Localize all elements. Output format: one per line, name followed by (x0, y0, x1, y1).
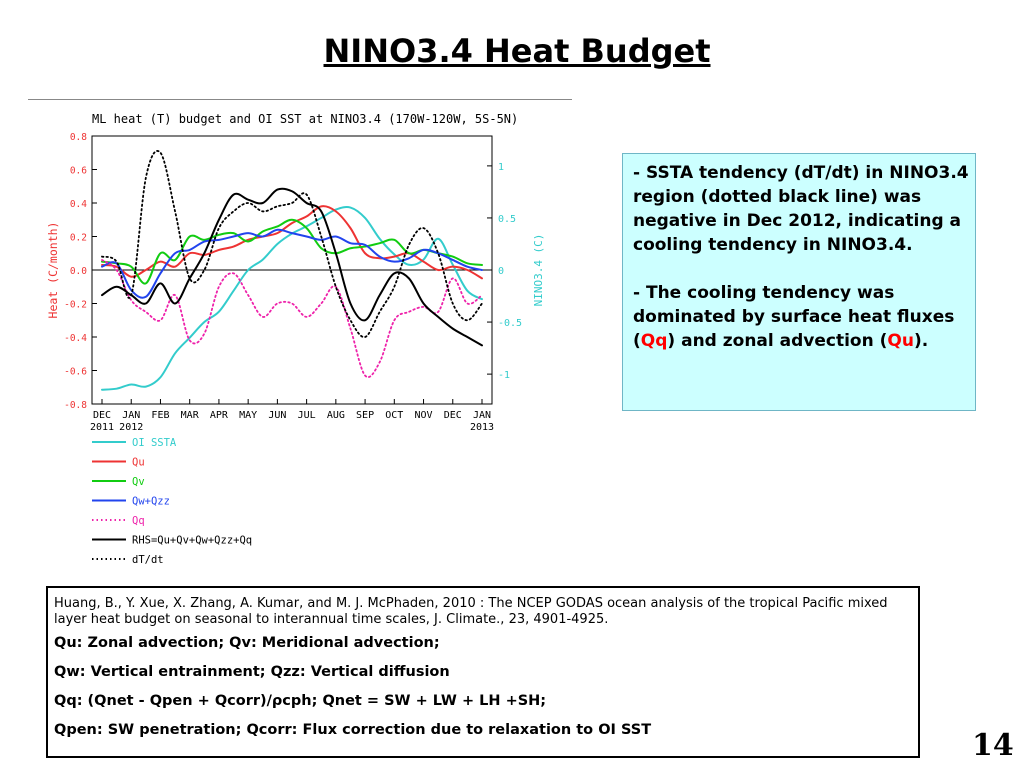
note-bullet-2-post: ). (913, 331, 929, 351)
definition-line: Qu: Zonal advection; Qv: Meridional adve… (54, 635, 440, 651)
chart-title: ML heat (T) budget and OI SST at NINO3.4… (92, 112, 518, 126)
note-bullet-2: - The cooling tendency was dominated by … (633, 281, 969, 353)
x-tick-label: MAY (239, 410, 257, 421)
x-tick-label: DEC (93, 410, 111, 421)
x-tick-label: JAN (122, 410, 140, 421)
legend-label: dT/dt (132, 554, 164, 566)
note-bullet-1: - SSTA tendency (dT/dt) in NINO3.4 regio… (633, 161, 969, 257)
x-tick-label: JUN (268, 410, 286, 421)
legend-label: Qu (132, 457, 145, 469)
reference-citation: Huang, B., Y. Xue, X. Zhang, A. Kumar, a… (54, 596, 888, 627)
x-tick-label: DEC (444, 410, 462, 421)
y-tick-label: 0.4 (70, 199, 87, 210)
y-tick-label: -0.2 (64, 300, 87, 311)
series-line-oi-ssta (101, 206, 483, 391)
definition-line: Qw: Vertical entrainment; Qzz: Vertical … (54, 664, 450, 680)
series-line-rhs (101, 187, 483, 347)
x-tick-label: FEB (151, 410, 169, 421)
legend-label: OI SSTA (132, 437, 177, 449)
y2-tick-label: 1 (498, 162, 504, 173)
legend-label: Qw+Qzz (132, 496, 170, 508)
y-tick-label: 0.0 (70, 266, 87, 277)
x-tick-year-label: 2013 (470, 422, 494, 433)
title-rule (28, 99, 572, 100)
note-bullet-2-mid: ) and zonal advection ( (667, 331, 888, 351)
page-number: 14 (972, 728, 1014, 763)
y-tick-label: -0.6 (64, 367, 87, 378)
definition-line: Qq: (Qnet - Qpen + Qcorr)/ρcph; Qnet = S… (54, 693, 547, 709)
y2-tick-label: 0.5 (498, 214, 516, 225)
x-tick-label: JAN (473, 410, 491, 421)
definition-line: Qpen: SW penetration; Qcorr: Flux correc… (54, 722, 652, 738)
reference-box: Huang, B., Y. Xue, X. Zhang, A. Kumar, a… (46, 586, 920, 758)
series-line-qq (101, 259, 483, 378)
legend-label: Qq (132, 515, 145, 527)
note-bullet-1-text: SSTA tendency (dT/dt) in NINO3.4 region … (633, 163, 969, 255)
x-tick-year-label: 2011 (90, 422, 114, 433)
notes-box: - SSTA tendency (dT/dt) in NINO3.4 regio… (622, 153, 976, 411)
y-tick-label: -0.8 (64, 400, 87, 411)
x-tick-label: AUG (327, 410, 345, 421)
x-tick-label: OCT (385, 410, 403, 421)
x-tick-label: NOV (415, 410, 433, 421)
y-tick-label: 0.6 (70, 166, 87, 177)
x-tick-label: SEP (356, 410, 374, 421)
series-line-qu (101, 205, 483, 280)
y-tick-label: -0.4 (64, 333, 87, 344)
series-line-qwqzz (101, 228, 483, 299)
y2-tick-label: -0.5 (498, 318, 522, 329)
highlight-qu: Qu (887, 331, 914, 351)
x-tick-year-label: 2012 (119, 422, 143, 433)
y2-axis-label: NINO3.4 (C) (532, 234, 545, 307)
y-tick-label: 0.2 (70, 233, 87, 244)
y-tick-label: 0.8 (70, 132, 87, 143)
y2-tick-label: 0 (498, 266, 504, 277)
series-line-dtdt (101, 150, 483, 338)
bullet-dash: - (633, 283, 646, 303)
note-bullet-2-pre: The cooling tendency was dominated by su… (633, 283, 955, 351)
legend-label: Qv (132, 476, 145, 488)
legend-label: RHS=Qu+Qv+Qw+Qzz+Qq (132, 535, 252, 547)
x-tick-label: JUL (298, 410, 316, 421)
bullet-dash: - (633, 163, 646, 183)
x-tick-label: MAR (181, 410, 200, 421)
x-tick-label: APR (210, 410, 229, 421)
y2-tick-label: -1 (498, 370, 510, 381)
heat-budget-chart: ML heat (T) budget and OI SST at NINO3.4… (46, 112, 545, 566)
highlight-qq: Qq (640, 331, 668, 351)
y-axis-label: Heat (C/month) (46, 222, 60, 319)
slide-title: NINO3.4 Heat Budget (323, 32, 711, 70)
